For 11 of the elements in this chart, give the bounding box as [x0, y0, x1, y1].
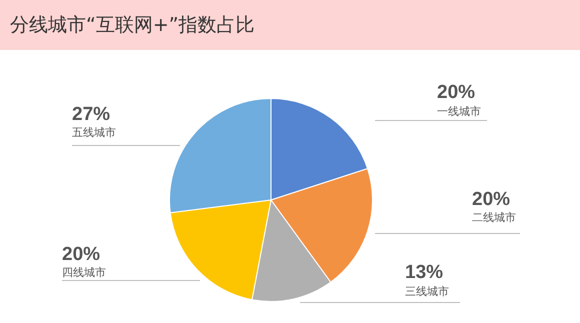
- data-label: 20%: [437, 82, 476, 104]
- slice-label: 五线城市: [72, 126, 116, 139]
- data-label: 20%: [62, 244, 100, 266]
- slice-label: 一线城市: [437, 104, 481, 118]
- slice-label: 二线城市: [472, 210, 516, 224]
- data-label: 27%: [72, 104, 110, 126]
- slice-label: 三线城市: [405, 284, 449, 298]
- chart-title: 分线城市“互联网+”指数占比: [0, 0, 580, 50]
- data-label: 13%: [405, 262, 444, 284]
- slice-label: 四线城市: [62, 266, 106, 279]
- data-label: 20%: [472, 189, 510, 210]
